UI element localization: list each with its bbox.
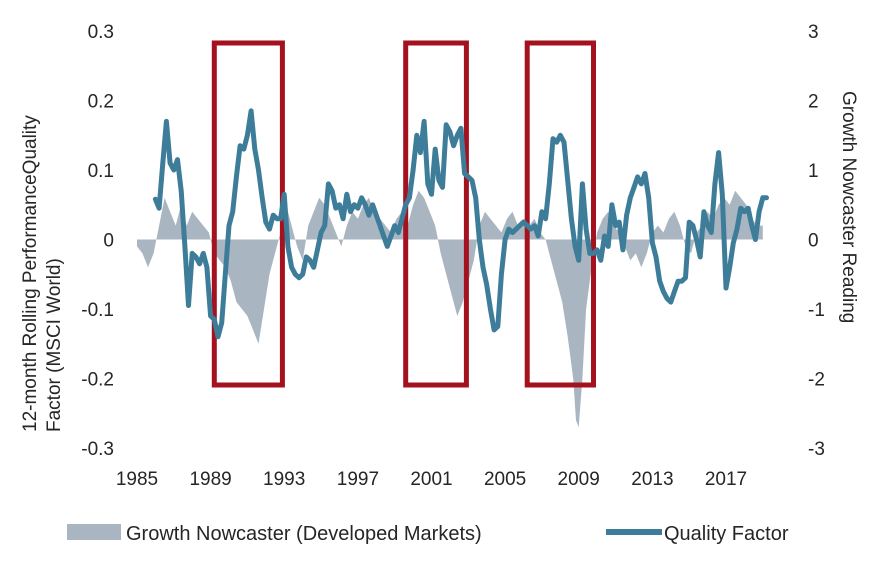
legend-label-growth-nowcaster: Growth Nowcaster (Developed Markets) xyxy=(126,523,482,545)
legend-label-quality-factor: Quality Factor xyxy=(664,523,789,545)
right-tick-label: -1 xyxy=(808,300,825,321)
right-tick-label: 3 xyxy=(808,22,819,43)
left-tick-label: -0.2 xyxy=(81,370,114,391)
x-tick-label: 2017 xyxy=(705,469,747,490)
x-tick-label: 1985 xyxy=(116,469,158,490)
x-tick-label: 1997 xyxy=(337,469,379,490)
left-axis-title: 12-month Rolling PerformanceQuality Fact… xyxy=(20,110,65,432)
left-tick-label: -0.1 xyxy=(81,300,114,321)
highlight-box-3 xyxy=(524,40,597,388)
left-axis-title-line2: Factor (MSCI World) xyxy=(44,258,65,432)
legend: Growth Nowcaster (Developed Markets) Qua… xyxy=(67,523,789,545)
left-tick-label: -0.3 xyxy=(81,439,114,460)
left-tick-label: 0 xyxy=(103,231,114,252)
x-tick-label: 2005 xyxy=(484,469,526,490)
legend-swatch-growth-nowcaster xyxy=(67,524,121,540)
right-tick-label: 2 xyxy=(808,92,819,113)
x-tick-label: 1993 xyxy=(263,469,305,490)
left-tick-label: 0.3 xyxy=(88,22,114,43)
left-tick-label: 0.1 xyxy=(88,161,114,182)
x-tick-label: 2009 xyxy=(558,469,600,490)
right-tick-label: -2 xyxy=(808,370,825,391)
x-axis-ticks: 1985 1989 1993 1997 2001 2005 2009 2013 2017 xyxy=(116,469,747,490)
quality-factor-line xyxy=(152,108,769,340)
growth-nowcaster-area-layer xyxy=(137,190,763,428)
x-tick-label: 2013 xyxy=(631,469,673,490)
right-axis-title: Growth Nowcaster Reading xyxy=(838,91,859,323)
left-tick-label: 0.2 xyxy=(88,92,114,113)
growth-nowcaster-area xyxy=(137,190,763,428)
right-axis-ticks: 3 2 1 0 -1 -2 -3 xyxy=(808,22,825,460)
x-tick-label: 1989 xyxy=(189,469,231,490)
x-tick-label: 2001 xyxy=(410,469,452,490)
right-tick-label: 0 xyxy=(808,231,819,252)
right-tick-label: -3 xyxy=(808,439,825,460)
quality-factor-line-layer xyxy=(152,108,769,340)
right-tick-label: 1 xyxy=(808,161,819,182)
left-axis-ticks: 0.3 0.2 0.1 0 -0.1 -0.2 -0.3 xyxy=(81,22,114,460)
left-axis-title-line1: 12-month Rolling PerformanceQuality xyxy=(20,115,41,432)
